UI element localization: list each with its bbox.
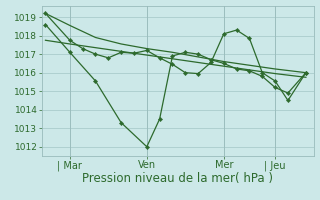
X-axis label: Pression niveau de la mer( hPa ): Pression niveau de la mer( hPa ) bbox=[82, 172, 273, 185]
